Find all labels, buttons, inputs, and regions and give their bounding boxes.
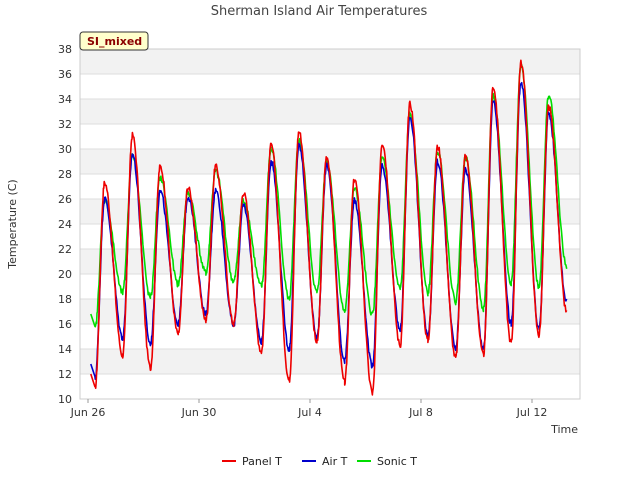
site-tag: SI_mixed: [79, 31, 149, 51]
y-tick-label: 24: [58, 218, 72, 231]
band: [80, 249, 580, 274]
y-tick-label: 18: [58, 293, 72, 306]
legend-item: Air T: [302, 455, 348, 468]
y-tick-label: 28: [58, 168, 72, 181]
y-tick-label: 22: [58, 243, 72, 256]
y-tick-label: 16: [58, 318, 72, 331]
y-axis-ticks: 10 12 14 16 18 20 22 24 26 28 30 32 34 36 38: [58, 43, 72, 406]
band: [80, 299, 580, 324]
x-tick-label: Jun 30: [181, 406, 217, 419]
y-axis-label: Temperature (C): [6, 179, 19, 269]
y-tick-label: 20: [58, 268, 72, 281]
y-tick-label: 34: [58, 93, 72, 106]
band: [80, 349, 580, 374]
series-layer: [90, 59, 568, 396]
y-tick-label: 32: [58, 118, 72, 131]
legend: Panel T Air T Sonic T: [222, 455, 417, 468]
y-tick-label: 38: [58, 43, 72, 56]
series-line-panel-t: [90, 59, 568, 396]
x-axis-label: Time: [550, 423, 578, 436]
y-tick-label: 12: [58, 368, 72, 381]
x-tick-label: Jul 12: [516, 406, 548, 419]
x-tick-label: Jul 4: [297, 406, 322, 419]
legend-label: Panel T: [242, 455, 282, 468]
x-tick-label: Jul 8: [408, 406, 433, 419]
legend-item: Panel T: [222, 455, 282, 468]
y-tick-label: 36: [58, 68, 72, 81]
band: [80, 199, 580, 224]
x-tick-label: Jun 26: [70, 406, 106, 419]
legend-item: Sonic T: [357, 455, 417, 468]
band: [80, 99, 580, 124]
legend-label: Sonic T: [377, 455, 417, 468]
chart-title: Sherman Island Air Temperatures: [211, 4, 428, 19]
y-tick-label: 26: [58, 193, 72, 206]
band: [80, 49, 580, 74]
plot-frame: [79, 48, 581, 400]
y-tick-label: 30: [58, 143, 72, 156]
site-tag-label: SI_mixed: [87, 35, 142, 48]
legend-label: Air T: [322, 455, 348, 468]
x-axis-ticks: Jun 26 Jun 30 Jul 4 Jul 8 Jul 12: [70, 399, 548, 419]
y-tick-label: 10: [58, 393, 72, 406]
y-tick-label: 14: [58, 343, 72, 356]
site-tag-box: [79, 31, 149, 51]
